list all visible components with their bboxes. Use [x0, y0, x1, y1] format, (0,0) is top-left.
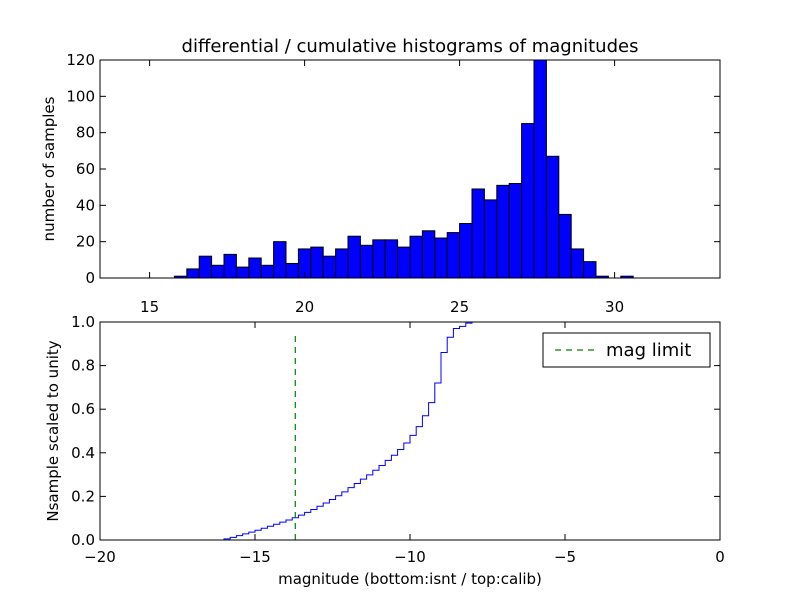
- histogram-bar: [471, 188, 485, 279]
- bottom-x-axis-label: magnitude (bottom:isnt / top:calib): [278, 570, 542, 588]
- top-y-tick-label: 120: [66, 51, 95, 69]
- histogram-bar: [223, 253, 237, 279]
- histogram-bar: [446, 232, 461, 279]
- histogram-bar: [359, 244, 374, 279]
- top-y-tick-label: 60: [76, 160, 95, 178]
- bottom-x-tick-label: −15: [239, 548, 271, 566]
- bottom-y-tick-label: 0.2: [71, 487, 95, 505]
- histogram-bar: [310, 246, 324, 279]
- cumulative-step-line: [100, 321, 721, 541]
- histogram-bar: [235, 266, 250, 279]
- histogram-bar: [335, 248, 349, 279]
- bottom-y-tick-label: 0.0: [71, 531, 95, 549]
- top-bars-group: [173, 59, 634, 279]
- top-x-tick-label: 20: [295, 298, 314, 316]
- top-y-tick-label: 40: [76, 196, 95, 214]
- histogram-bar: [483, 199, 498, 279]
- histogram-bar: [322, 255, 337, 279]
- histogram-bar: [248, 257, 262, 279]
- histogram-bar: [260, 264, 275, 279]
- bottom-ticks-group: 0.0 0.2 0.4 0.6 0.8 1.0 −20 −15 −10 −5 0: [71, 313, 725, 566]
- histogram-bar: [434, 237, 448, 279]
- bottom-x-tick-label: −5: [554, 548, 576, 566]
- histogram-bar: [496, 184, 510, 279]
- histogram-bar: [409, 235, 423, 279]
- bottom-x-tick-label: −20: [84, 548, 116, 566]
- bottom-series-group: [100, 321, 721, 541]
- top-ticks-group: 0 20 40 60 80 100 120 15 20 25 30: [66, 51, 720, 316]
- top-x-tick-label: 30: [605, 298, 624, 316]
- histogram-bar: [347, 235, 361, 279]
- top-y-tick-label: 0: [85, 269, 95, 287]
- bottom-plot-frame: [99, 321, 721, 541]
- top-x-tick-label: 15: [140, 298, 159, 316]
- histogram-bar: [198, 255, 213, 279]
- top-x-tick-label: 25: [450, 298, 469, 316]
- histogram-bar: [186, 268, 200, 279]
- bottom-y-tick-label: 0.6: [71, 400, 95, 418]
- top-y-tick-label: 100: [66, 87, 95, 105]
- bottom-y-tick-label: 1.0: [71, 313, 95, 331]
- histogram-bar: [273, 241, 287, 279]
- histogram-bar: [397, 246, 411, 279]
- histogram-bar: [533, 59, 547, 279]
- bottom-x-tick-label: 0: [715, 548, 725, 566]
- histogram-bar: [372, 239, 386, 279]
- histogram-bar: [384, 239, 399, 279]
- histogram-bar: [521, 123, 535, 279]
- top-y-axis-label: number of samples: [40, 96, 58, 241]
- bottom-y-tick-label: 0.8: [71, 357, 95, 375]
- top-plot-frame: [99, 59, 721, 279]
- histogram-bar: [545, 155, 560, 279]
- top-y-tick-label: 80: [76, 124, 95, 142]
- bottom-y-tick-label: 0.4: [71, 444, 95, 462]
- top-chart-title: differential / cumulative histograms of …: [182, 36, 639, 57]
- bottom-y-axis-label: Nsample scaled to unity: [44, 340, 62, 521]
- histogram-bar: [211, 264, 225, 279]
- histogram-bar: [583, 261, 597, 279]
- top-histogram-chart: differential / cumulative histograms of …: [40, 36, 721, 316]
- histogram-bar: [508, 183, 523, 279]
- bottom-x-tick-label: −10: [394, 548, 426, 566]
- histogram-bar: [558, 213, 572, 279]
- histogram-bar: [285, 262, 299, 279]
- bottom-cumulative-chart: magnitude (bottom:isnt / top:calib) Nsam…: [44, 313, 725, 588]
- histogram-bar: [570, 248, 585, 279]
- histogram-bar: [459, 223, 473, 279]
- legend: mag limit: [542, 332, 711, 368]
- top-y-tick-label: 20: [76, 233, 95, 251]
- legend-mag-limit-label: mag limit: [606, 340, 691, 361]
- histogram-bar: [421, 230, 436, 279]
